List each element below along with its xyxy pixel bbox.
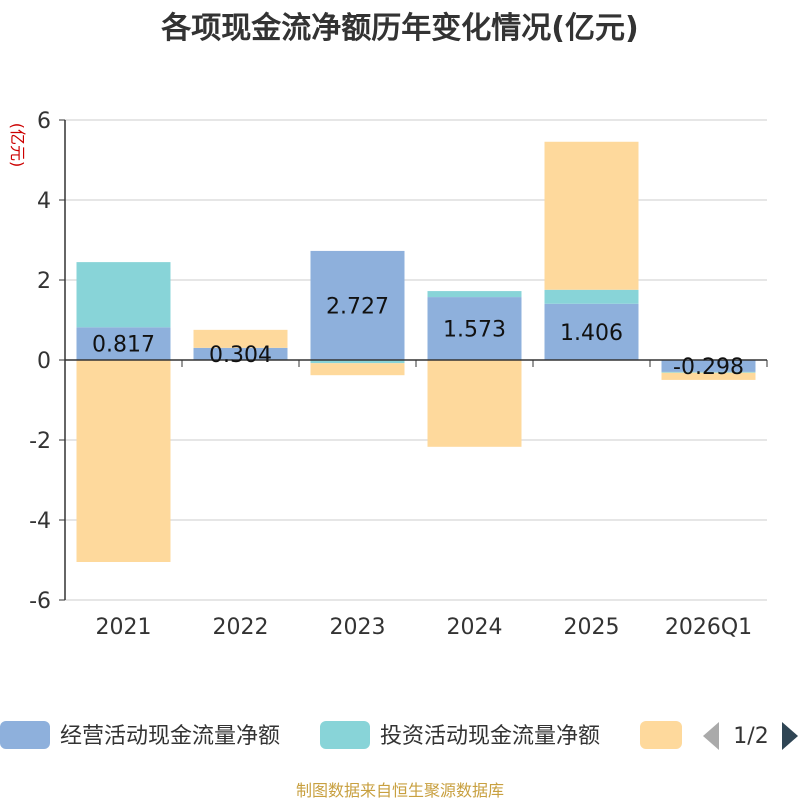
y-tick-label: 0 bbox=[37, 349, 51, 374]
bar-series-2-2022 bbox=[193, 329, 288, 348]
x-tick-label: 2023 bbox=[330, 615, 386, 640]
legend-label[interactable]: 投资活动现金流量净额 bbox=[380, 724, 600, 749]
bar-series-0-2025 bbox=[544, 303, 639, 360]
y-tick-label: 2 bbox=[37, 269, 51, 294]
y-axis-label: (亿元) bbox=[8, 123, 27, 168]
axes: 6 4 2 0 -2 -4 -6 2021 2022 2023 2024 2025 2026Q1 bbox=[29, 109, 768, 640]
legend-swatch[interactable] bbox=[0, 721, 50, 749]
bar-series-0-2026Q1 bbox=[661, 360, 756, 372]
legend-label[interactable]: 经营活动现金流量净额 bbox=[60, 724, 280, 749]
data-label: -0.298 bbox=[673, 355, 744, 380]
x-tick-label: 2022 bbox=[213, 615, 269, 640]
bar-series-0-2024 bbox=[427, 297, 522, 360]
x-tick-label: 2025 bbox=[564, 615, 620, 640]
bar-series-1-2025 bbox=[544, 289, 639, 304]
legend-next-page-icon[interactable] bbox=[782, 722, 798, 750]
chart-title: 各项现金流净额历年变化情况(亿元) bbox=[160, 11, 638, 46]
x-tick-label: 2024 bbox=[447, 615, 503, 640]
y-tick-label: -4 bbox=[29, 509, 51, 534]
y-tick-label: -2 bbox=[29, 429, 51, 454]
bars bbox=[76, 141, 756, 562]
data-label: 1.573 bbox=[443, 318, 506, 343]
legend-prev-page-icon[interactable] bbox=[703, 722, 719, 750]
data-label: 2.727 bbox=[326, 294, 389, 319]
legend-swatch[interactable] bbox=[640, 721, 682, 749]
bar-series-2-2021 bbox=[76, 360, 171, 562]
bar-series-1-2024 bbox=[427, 291, 522, 298]
data-labels: 0.817 0.304 2.727 1.573 1.406 -0.298 bbox=[92, 294, 744, 380]
bar-series-1-2026Q1 bbox=[661, 371, 756, 373]
legend-swatch[interactable] bbox=[320, 721, 370, 749]
bar-series-2-2026Q1 bbox=[661, 372, 756, 380]
x-tick-label: 2021 bbox=[96, 615, 152, 640]
y-tick-label: -6 bbox=[29, 589, 51, 614]
bar-series-2-2023 bbox=[310, 363, 405, 376]
data-label: 0.304 bbox=[209, 343, 272, 368]
data-label: 0.817 bbox=[92, 333, 155, 358]
bar-series-0-2021 bbox=[76, 327, 171, 360]
bar-series-0-2022 bbox=[193, 347, 288, 360]
bar-series-2-2025 bbox=[544, 141, 639, 290]
x-tick-label: 2026Q1 bbox=[665, 615, 752, 640]
bar-series-1-2021 bbox=[76, 262, 171, 328]
y-tick-label: 4 bbox=[37, 189, 51, 214]
bar-series-0-2023 bbox=[310, 250, 405, 360]
data-label: 1.406 bbox=[560, 321, 623, 346]
bar-series-1-2023 bbox=[310, 360, 405, 364]
y-tick-label: 6 bbox=[37, 109, 51, 134]
source-note: 制图数据来自恒生聚源数据库 bbox=[296, 781, 504, 800]
legend-page-indicator: 1/2 bbox=[733, 724, 768, 749]
legend: 经营活动现金流量净额 投资活动现金流量净额 1/2 bbox=[0, 721, 798, 750]
bar-series-2-2024 bbox=[427, 360, 522, 447]
